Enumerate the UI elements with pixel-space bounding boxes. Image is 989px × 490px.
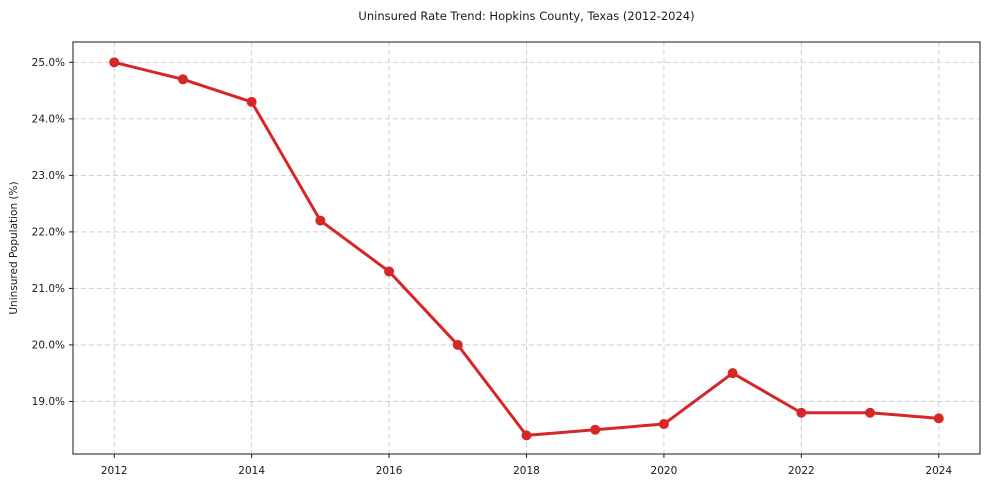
- data-point-marker: [796, 407, 807, 418]
- data-point-marker: [177, 74, 188, 85]
- x-tick-label: 2024: [925, 465, 952, 477]
- data-point-marker: [246, 96, 257, 107]
- y-tick-label: 24.0%: [32, 113, 65, 125]
- data-point-marker: [521, 430, 532, 441]
- y-tick-label: 22.0%: [32, 226, 65, 238]
- data-point-marker: [315, 215, 326, 226]
- y-tick-label: 20.0%: [32, 339, 65, 351]
- x-tick-label: 2012: [101, 465, 128, 477]
- y-tick-label: 19.0%: [32, 396, 65, 408]
- y-tick-label: 25.0%: [32, 57, 65, 69]
- x-tick-label: 2014: [238, 465, 265, 477]
- data-point-marker: [384, 266, 395, 277]
- chart-title: Uninsured Rate Trend: Hopkins County, Te…: [358, 9, 695, 23]
- data-point-marker: [590, 424, 601, 435]
- data-point-marker: [658, 419, 669, 430]
- x-tick-label: 2022: [788, 465, 815, 477]
- x-tick-label: 2016: [376, 465, 403, 477]
- data-point-marker: [727, 368, 738, 379]
- data-point-marker: [109, 57, 120, 68]
- y-tick-label: 23.0%: [32, 170, 65, 182]
- x-tick-label: 2018: [513, 465, 540, 477]
- data-point-marker: [865, 407, 876, 418]
- data-point-marker: [933, 413, 944, 424]
- plot-frame: [72, 41, 981, 455]
- data-point-marker: [452, 339, 463, 350]
- x-tick-label: 2020: [651, 465, 678, 477]
- y-tick-label: 21.0%: [32, 283, 65, 295]
